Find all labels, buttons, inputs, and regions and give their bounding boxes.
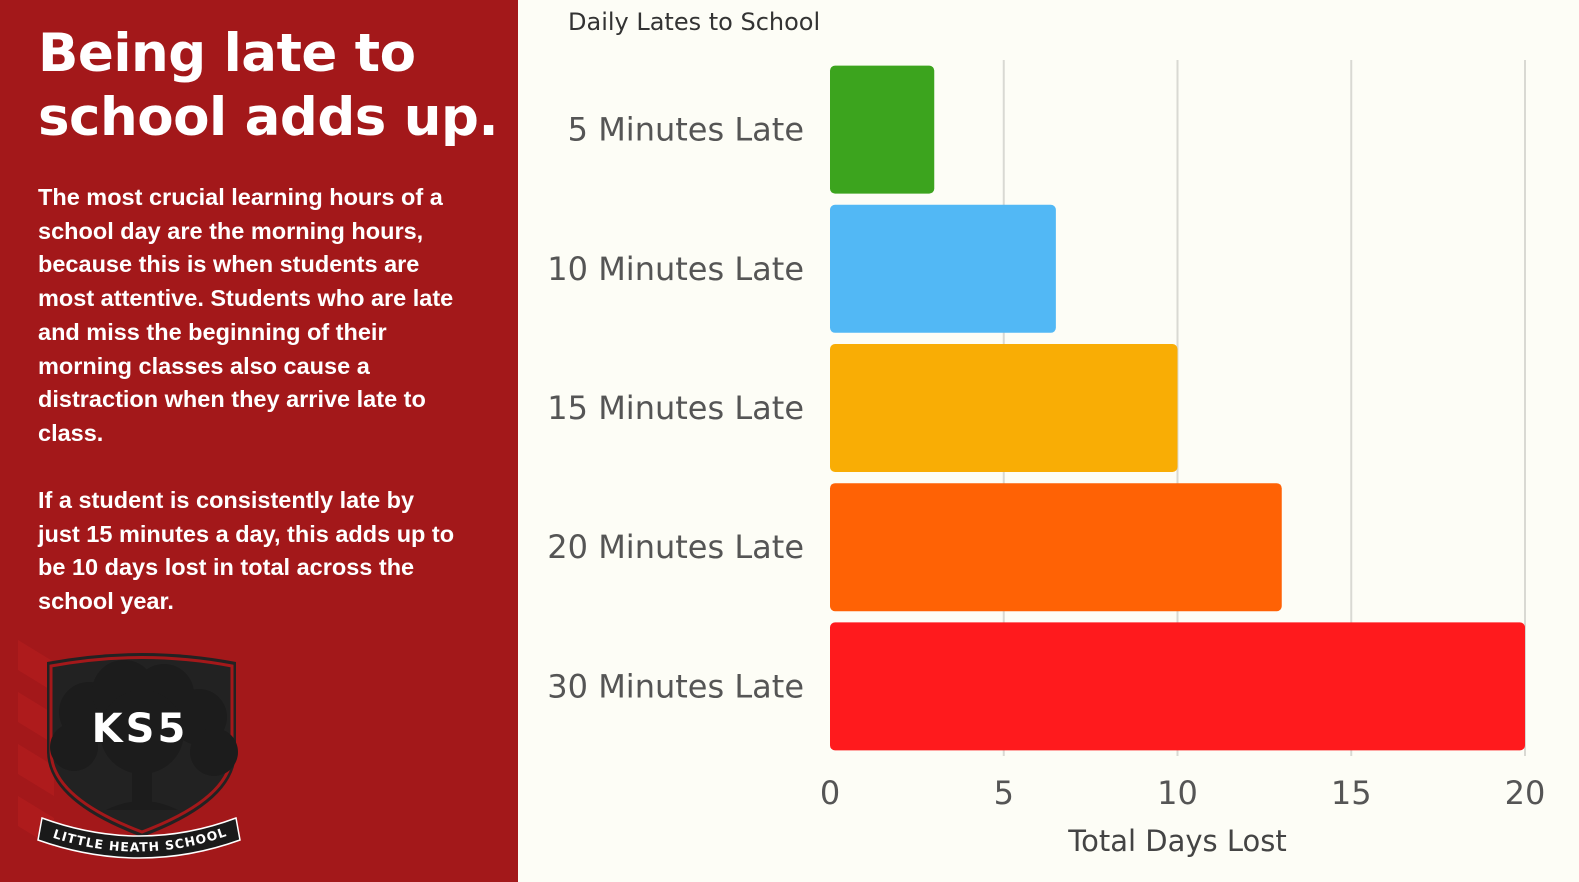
chart-title: Daily Lates to School <box>568 8 821 36</box>
category-labels: 5 Minutes Late 10 Minutes Late 15 Minutes … <box>547 111 804 706</box>
x-tick-label: 5 <box>994 774 1014 812</box>
category-label: 10 Minutes Late <box>547 250 804 288</box>
bar <box>830 65 935 194</box>
chart-plot: 5 Minutes Late 10 Minutes Late 15 Minutes … <box>547 60 1546 858</box>
x-tick-label: 0 <box>820 774 840 812</box>
x-tick-label: 15 <box>1331 774 1372 812</box>
category-label: 5 Minutes Late <box>568 111 804 149</box>
paragraph-morning-hours: The most crucial learning hours of a sch… <box>38 184 454 446</box>
bar <box>830 483 1282 612</box>
x-axis-title: Total Days Lost <box>1067 824 1286 858</box>
x-tick-label: 20 <box>1505 774 1546 812</box>
bars <box>830 65 1525 751</box>
bar <box>830 622 1525 751</box>
category-label: 20 Minutes Late <box>547 528 804 566</box>
paragraph-days-lost: If a student is consistently late by jus… <box>38 487 455 615</box>
badge-text: KS5 <box>92 706 189 752</box>
oak-tree-icon <box>50 660 238 810</box>
x-tick-labels: 0 5 10 15 20 <box>820 774 1546 812</box>
bar-chart: Daily Lates to School 5 Minutes Late 10 M… <box>518 0 1579 882</box>
category-label: 15 Minutes Late <box>547 389 804 427</box>
school-logo: KS5 LITTLE HEATH SCHOOL <box>18 640 241 859</box>
category-label: 30 Minutes Late <box>547 667 804 705</box>
info-panel: Being late to school adds up. The most c… <box>0 0 518 882</box>
headline: Being late to school adds up. <box>38 23 499 148</box>
bar <box>830 204 1056 333</box>
x-tick-label: 10 <box>1157 774 1198 812</box>
bar <box>830 344 1178 472</box>
